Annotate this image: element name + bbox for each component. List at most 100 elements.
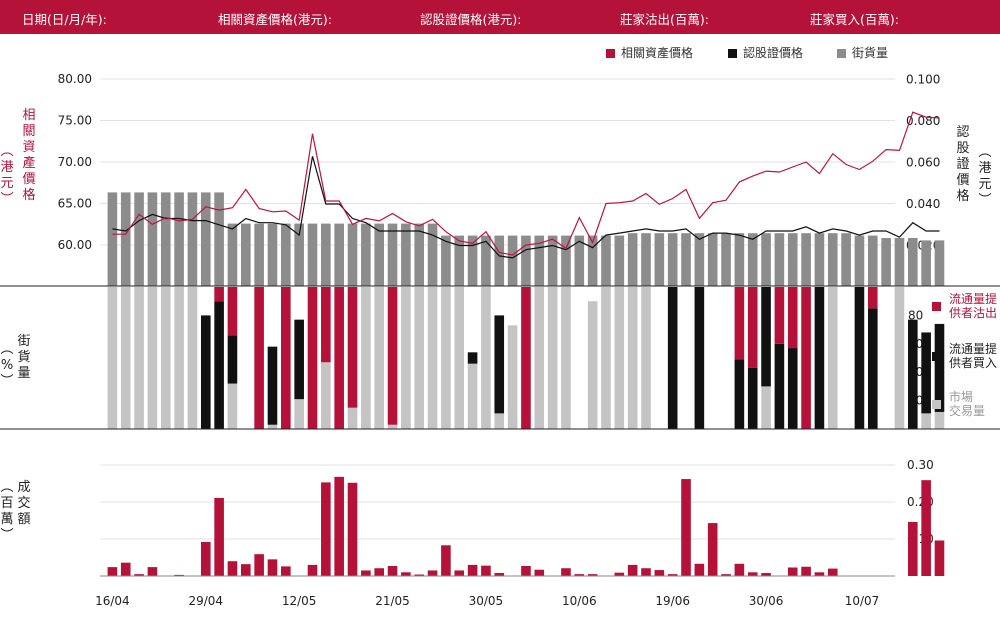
legend-underlying: 相關資產價格: [606, 44, 693, 61]
market-volume-bar: [267, 424, 278, 429]
turnover-bar: [120, 562, 131, 576]
turnover-bar: [641, 568, 651, 576]
bot-tick-label: 0.30: [907, 458, 934, 472]
market-volume-bar: [494, 413, 505, 429]
turnover-bar: [267, 559, 278, 576]
outstanding-bar: [787, 233, 798, 286]
turnover-bar: [721, 574, 731, 576]
market-volume-bar: [534, 287, 545, 429]
legend-lp-sell-swatch: [932, 302, 941, 311]
outstanding-bar: [641, 233, 651, 286]
turnover-bar: [467, 564, 478, 576]
outstanding-bar: [281, 223, 291, 286]
date-label: 日期(日/月/年):: [22, 12, 107, 27]
turnover-bar: [347, 482, 358, 576]
turnover-bar: [307, 564, 318, 576]
outstanding-bar: [587, 235, 598, 286]
outstanding-bar: [374, 223, 384, 286]
turnover-bar: [281, 566, 291, 576]
market-volume-bar: [187, 287, 198, 429]
outstanding-bar: [521, 235, 531, 286]
x-tick-label: 16/04: [95, 594, 130, 608]
lp-sell-bar: [387, 287, 398, 425]
x-tick-label: 30/06: [749, 594, 784, 608]
bot-axis-title: 成交額: [17, 480, 31, 528]
lp-buy-bar: [908, 319, 918, 429]
right-title-char: 證: [956, 157, 970, 172]
lp-buy-bar: [227, 335, 238, 384]
bot-axis-unit: ︵ 百萬 ︶: [0, 480, 14, 544]
outstanding-bar: [867, 235, 878, 286]
turnover-bar: [254, 554, 264, 576]
lp-buy-bar: [747, 367, 758, 429]
market-volume-bar: [374, 287, 384, 429]
lp-sell-bar: [281, 287, 291, 429]
outstanding-bar: [200, 192, 211, 286]
outstanding-bar: [454, 235, 465, 286]
lp-sell-bar: [867, 287, 878, 309]
x-tick-label: 19/06: [655, 594, 690, 608]
left-tick-label: 80.00: [58, 72, 92, 86]
x-tick-label: 10/07: [845, 594, 880, 608]
lp-buy-bar: [694, 287, 705, 429]
legend-lp-sell-line2: 供者沽出: [949, 306, 998, 320]
outstanding-bar: [334, 223, 344, 286]
outstanding-bar: [481, 235, 491, 286]
turnover-bar: [587, 574, 598, 576]
outstanding-bar: [241, 223, 251, 286]
lp-buy-bar: [774, 343, 785, 429]
right-title-char: 價: [956, 173, 970, 188]
mid-tick-label: 80: [908, 308, 923, 322]
turnover-bar: [361, 570, 371, 576]
right-axis-unit: ︵ 港元 ︶: [978, 145, 992, 209]
turnover-bar: [441, 545, 451, 576]
legend-warrant-text: 認股證價格: [743, 46, 804, 60]
outstanding-bar: [601, 235, 611, 286]
outstanding-bar: [881, 238, 891, 286]
market-volume-bar: [561, 287, 571, 429]
outstanding-bar: [294, 223, 304, 286]
paren-open-b: ︵: [0, 480, 14, 495]
market-volume-bar: [401, 287, 411, 429]
market-volume-bar: [827, 287, 838, 429]
lp-buy-bar: [814, 287, 825, 429]
turnover-bar: [827, 568, 838, 576]
right-title-char: 格: [956, 189, 970, 204]
outstanding-bar: [547, 235, 558, 286]
left-title-char: 產: [22, 156, 36, 171]
turnover-bar: [214, 497, 224, 576]
x-tick-label: 29/04: [188, 594, 223, 608]
outstanding-bar: [147, 192, 158, 286]
x-tick-label: 30/05: [469, 594, 504, 608]
outstanding-bar: [827, 233, 838, 286]
left-title-char: 價: [22, 172, 36, 187]
outstanding-bar: [841, 233, 851, 286]
market-volume-bar: [120, 287, 131, 429]
bot-unit-char: 萬: [0, 512, 14, 527]
outstanding-bar: [654, 233, 665, 286]
market-volume-bar: [160, 287, 171, 429]
turnover-bar: [414, 574, 425, 576]
mid-title-char: 貨: [17, 350, 31, 365]
paren-open: ︵: [0, 144, 14, 159]
lp-buy-bar: [867, 308, 878, 429]
turnover-bar: [654, 570, 665, 576]
outstanding-bar: [921, 240, 931, 286]
lp-buy-bar: [294, 319, 304, 400]
market-volume-bar: [414, 287, 425, 429]
lp-sell-bar: [734, 287, 745, 360]
lp-sell-bar: [801, 287, 811, 429]
paren-close-m: ︶: [0, 374, 14, 389]
outstanding-bar: [361, 223, 371, 286]
turnover-bar: [667, 574, 678, 576]
turnover-bar: [334, 476, 344, 576]
legend-outstanding-swatch: [837, 49, 846, 58]
turnover-bar: [454, 570, 465, 576]
lp-sell-bar: [747, 287, 758, 368]
turnover-bar: [494, 573, 505, 576]
outstanding-bar: [160, 192, 171, 286]
left-unit-char: 元: [0, 176, 14, 191]
outstanding-bar: [747, 233, 758, 286]
issuer-sell-label: 莊家沽出(百萬):: [620, 12, 709, 27]
outstanding-bar: [494, 235, 505, 286]
